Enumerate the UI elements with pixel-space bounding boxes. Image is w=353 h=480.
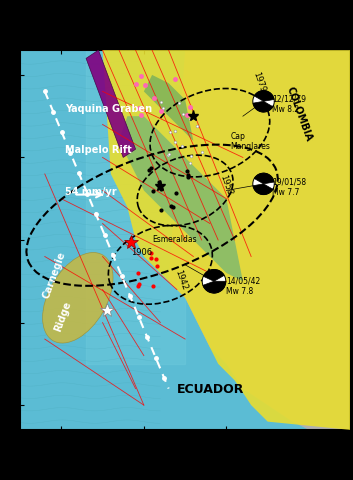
Text: ECUADOR: ECUADOR	[177, 383, 244, 396]
Bar	[86, 50, 185, 364]
Text: 1906: 1906	[131, 248, 152, 257]
Polygon shape	[119, 116, 243, 281]
Text: Cap
Manglares: Cap Manglares	[231, 132, 270, 151]
Circle shape	[253, 173, 274, 194]
Text: 12/12/79
Mw 8.2: 12/12/79 Mw 8.2	[272, 95, 306, 114]
Wedge shape	[253, 184, 273, 194]
Text: Ridge: Ridge	[53, 300, 73, 333]
Ellipse shape	[43, 252, 113, 343]
Text: Malpelo Rift: Malpelo Rift	[65, 145, 132, 156]
Wedge shape	[203, 281, 226, 293]
Polygon shape	[86, 50, 136, 157]
Polygon shape	[144, 75, 193, 141]
Text: Esmeraldas: Esmeraldas	[152, 236, 197, 244]
Wedge shape	[253, 101, 273, 112]
Text: 1979: 1979	[251, 71, 267, 94]
Text: 1958: 1958	[218, 174, 234, 197]
Wedge shape	[254, 91, 274, 101]
Text: 19/01/58
Mw 7.7: 19/01/58 Mw 7.7	[272, 177, 306, 197]
Circle shape	[253, 91, 274, 112]
Text: COLOMBIA: COLOMBIA	[284, 85, 313, 143]
Text: 14/05/42
Mw 7.8: 14/05/42 Mw 7.8	[226, 276, 261, 296]
Text: Carnegie: Carnegie	[41, 250, 67, 300]
Circle shape	[202, 269, 226, 293]
Text: 54 mm/yr: 54 mm/yr	[65, 187, 117, 197]
Wedge shape	[254, 173, 274, 184]
Polygon shape	[169, 50, 350, 430]
Text: 1942: 1942	[173, 269, 189, 291]
Text: Yaquina Graben: Yaquina Graben	[65, 104, 152, 114]
Wedge shape	[203, 269, 224, 281]
Polygon shape	[103, 50, 350, 430]
